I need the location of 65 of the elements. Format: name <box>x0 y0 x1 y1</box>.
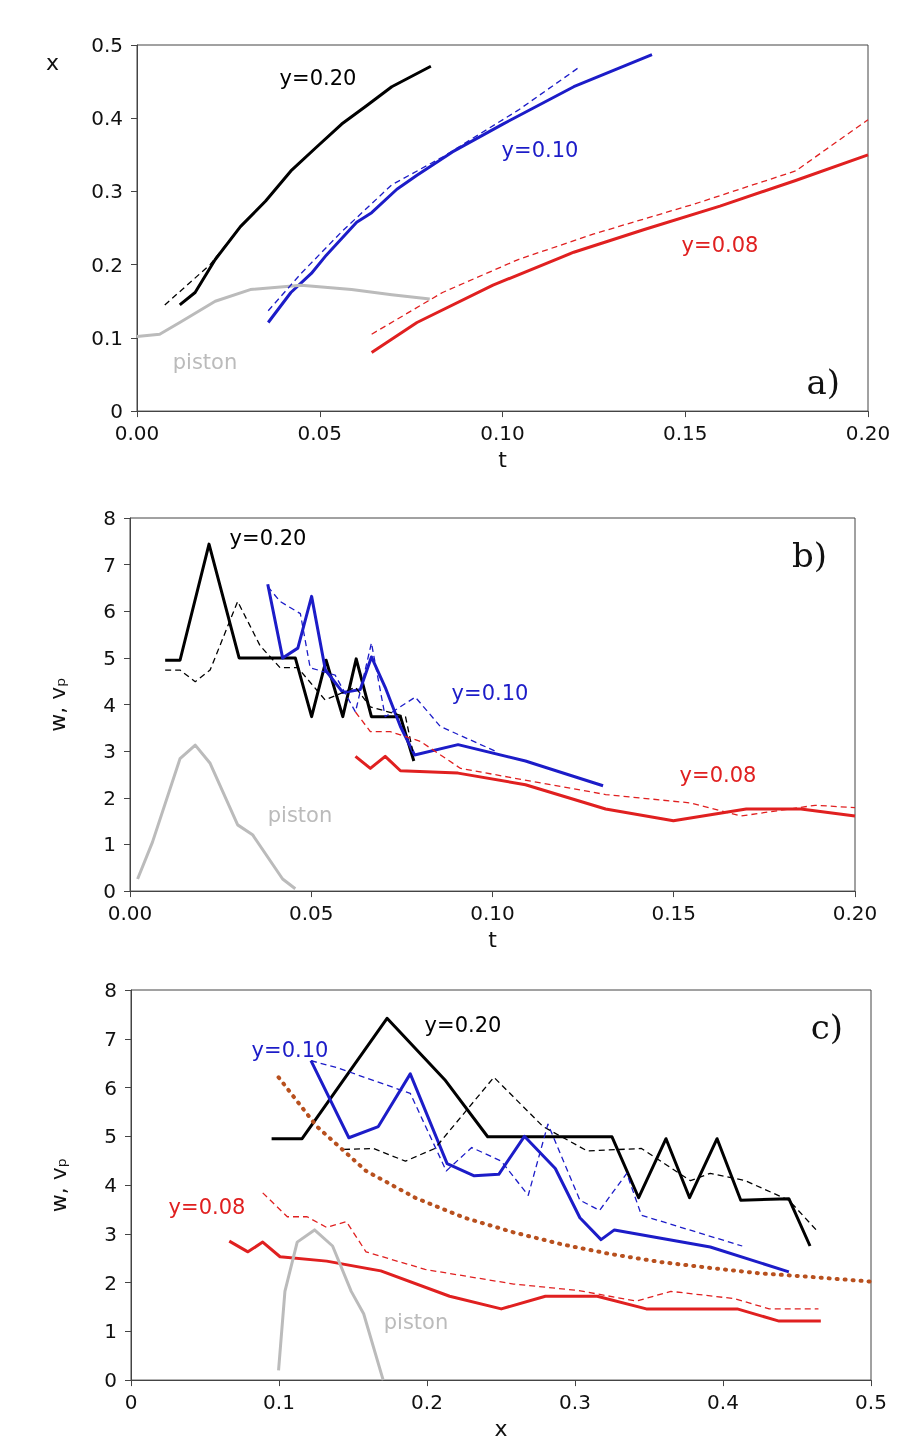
series-label: y=0.10 <box>451 681 529 705</box>
y-axis-title: w, vₚ <box>45 1157 71 1213</box>
series-label: y=0.10 <box>501 138 579 162</box>
x-tick-label: 0.00 <box>114 421 160 446</box>
series-label: piston <box>383 1310 449 1334</box>
y-tick-label: 7 <box>103 552 116 577</box>
y-axis-title: x <box>45 49 59 75</box>
series-label: piston <box>172 350 238 374</box>
series-label: y=0.08 <box>679 763 757 787</box>
y-tick-label: 0.1 <box>91 325 123 350</box>
series-label: y=0.20 <box>229 526 307 550</box>
line-series <box>276 1075 873 1284</box>
series-label: y=0.10 <box>251 1038 329 1062</box>
x-tick-label: 0.1 <box>263 1390 295 1415</box>
y-tick-label: 0.5 <box>91 33 123 57</box>
series-label: y=0.20 <box>279 66 357 90</box>
y-axis-title: w, vₚ <box>44 677 70 732</box>
y-tick-label: 2 <box>104 1270 117 1295</box>
y-tick-label: 5 <box>103 645 116 670</box>
y-tick-label: 8 <box>104 978 117 1002</box>
y-tick-label: 5 <box>104 1124 117 1149</box>
y-tick-label: 0.4 <box>91 106 123 131</box>
y-tick-label: 4 <box>103 692 116 717</box>
x-tick-label: 0.5 <box>855 1390 887 1415</box>
line-series <box>277 1228 385 1382</box>
line-series <box>135 283 432 338</box>
x-tick-label: 0.2 <box>411 1390 443 1415</box>
x-axis-title: x <box>494 1415 508 1441</box>
y-tick-label: 4 <box>104 1173 117 1198</box>
x-axis-title: t <box>488 926 498 952</box>
x-tick-label: 0.00 <box>107 901 153 926</box>
y-tick-label: 3 <box>104 1221 117 1246</box>
x-tick-label: 0.20 <box>832 901 878 926</box>
series-label: y=0.08 <box>681 233 759 257</box>
series-label: piston <box>267 803 333 827</box>
y-tick-label: 8 <box>103 506 116 530</box>
y-tick-label: 1 <box>103 832 116 857</box>
x-tick-label: 0.05 <box>297 421 343 446</box>
x-tick-label: 0.15 <box>662 421 708 446</box>
series-label: y=0.20 <box>424 1013 502 1037</box>
annotation: a) <box>806 362 841 402</box>
y-tick-label: 7 <box>104 1026 117 1051</box>
annotation: b) <box>791 535 827 575</box>
y-tick-label: 3 <box>103 739 116 764</box>
y-tick-label: 0 <box>103 879 116 904</box>
x-tick-label: 0.05 <box>288 901 334 926</box>
y-tick-label: 6 <box>104 1075 117 1100</box>
x-tick-label: 0.4 <box>707 1390 739 1415</box>
line-series <box>371 119 869 335</box>
x-tick-label: 0.3 <box>559 1390 591 1415</box>
y-tick-label: 0 <box>104 1368 117 1393</box>
annotation: c) <box>810 1007 844 1047</box>
line-series <box>266 53 654 324</box>
series-label: y=0.08 <box>168 1195 246 1219</box>
y-tick-label: 6 <box>103 599 116 624</box>
y-tick-label: 2 <box>103 785 116 810</box>
y-tick-label: 0.2 <box>91 252 123 277</box>
x-tick-label: 0.15 <box>651 901 697 926</box>
y-tick-label: 0 <box>110 399 123 424</box>
x-tick-label: 0.10 <box>470 901 515 926</box>
y-tick-label: 1 <box>104 1319 117 1344</box>
x-axis-title: t <box>498 446 508 472</box>
x-tick-label: 0.10 <box>480 421 525 446</box>
x-tick-label: 0.20 <box>845 421 891 446</box>
y-tick-label: 0.3 <box>91 179 123 204</box>
